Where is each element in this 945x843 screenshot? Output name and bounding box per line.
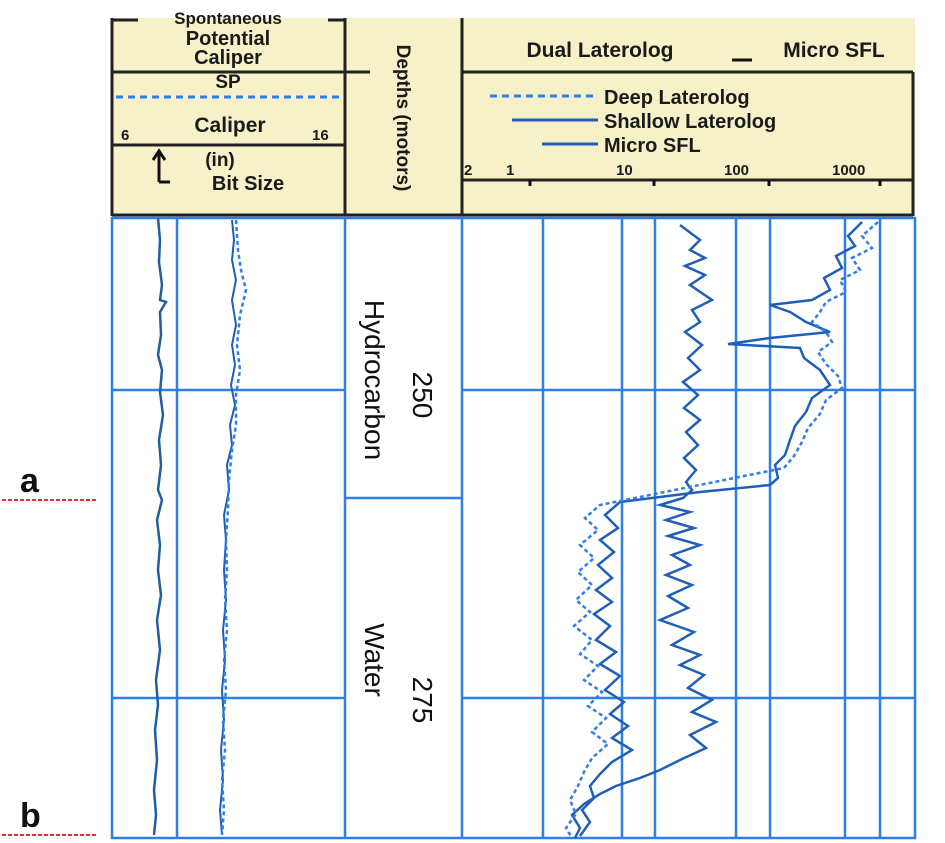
bit-size-label: Bit Size	[212, 173, 284, 195]
deep-laterolog-curve	[564, 221, 879, 839]
scale-tick-100: 100	[724, 162, 749, 179]
sp-title-line2: Potential	[186, 28, 270, 50]
sp-title-line1: Spontaneous	[174, 9, 282, 28]
marker-a-label: a	[20, 462, 40, 500]
depths-label: Depths (motors)	[392, 45, 413, 192]
caliper-max: 16	[312, 127, 329, 144]
resistivity-title-2: Micro SFL	[783, 39, 885, 62]
zone-hydrocarbon-label: Hydrocarbon	[359, 300, 390, 460]
header-panel	[112, 18, 915, 216]
sp-curve	[152, 217, 168, 836]
bit-size-arrow-icon	[151, 148, 170, 184]
legend-shallow-label: Shallow Laterolog	[604, 111, 776, 133]
scale-tick-10: 10	[616, 162, 633, 179]
zone-water-label: Water	[359, 623, 390, 697]
depth-275-label: 275	[407, 677, 438, 724]
scale-tick-marks	[528, 180, 882, 186]
depth-250-label: 250	[407, 372, 438, 419]
caliper-legend-label: Caliper	[194, 114, 265, 137]
sp-legend-label: SP	[215, 72, 241, 93]
scale-tick-1000: 1000	[832, 162, 865, 179]
scale-tick-1: 1	[506, 162, 514, 179]
bit-size-curve	[220, 219, 248, 836]
micro-sfl-curve	[570, 224, 720, 839]
resistivity-title: Dual Laterolog	[526, 39, 673, 62]
legend-deep-label: Deep Laterolog	[604, 87, 750, 109]
log-grid	[110, 216, 917, 840]
marker-b-label: b	[20, 797, 41, 835]
caliper-unit: (in)	[205, 150, 235, 171]
caliper-title: Caliper	[194, 47, 262, 69]
scale-tick-2: 2	[464, 162, 472, 179]
legend-micro-label: Micro SFL	[604, 135, 701, 157]
caliper-min: 6	[121, 127, 129, 144]
